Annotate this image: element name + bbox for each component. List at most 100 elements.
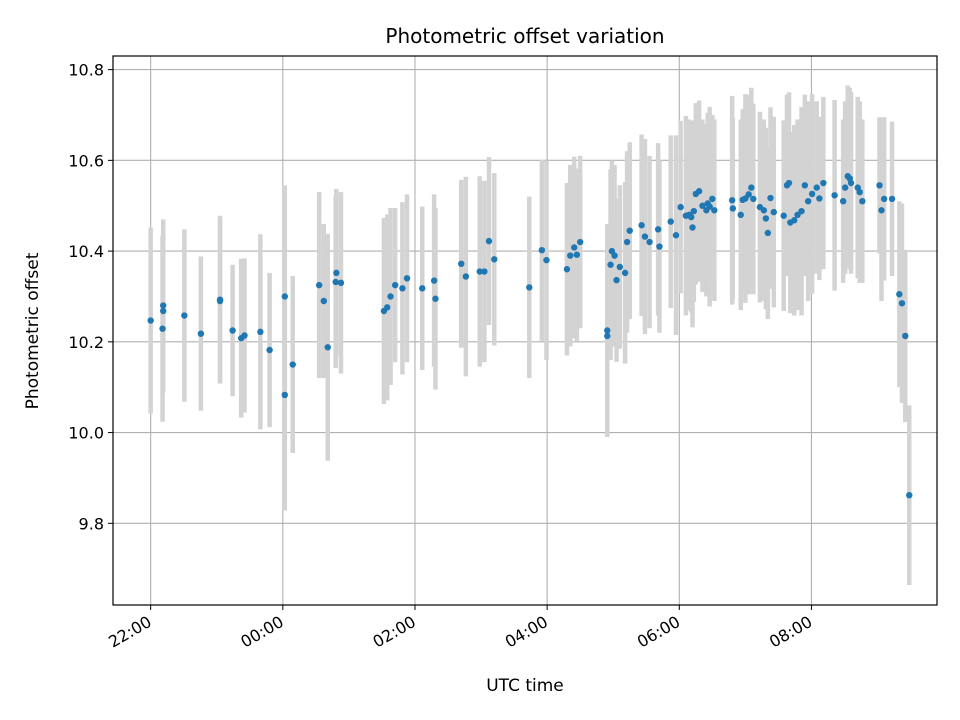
data-point <box>667 218 674 225</box>
data-point <box>859 197 866 205</box>
data-point <box>384 304 391 311</box>
data-point <box>831 192 838 199</box>
data-point <box>332 278 339 286</box>
data-point <box>808 190 816 198</box>
data-point <box>485 237 493 245</box>
data-point <box>576 238 584 246</box>
data-point <box>607 261 614 268</box>
x-tick-label: 22:00 <box>105 612 154 652</box>
data-point <box>677 203 684 211</box>
data-point <box>257 328 264 336</box>
data-point <box>839 197 847 205</box>
data-point <box>281 293 289 300</box>
data-point <box>281 391 289 399</box>
data-point <box>266 346 273 354</box>
data-point <box>621 269 629 277</box>
data-point <box>813 184 820 191</box>
data-point <box>387 293 394 300</box>
data-point <box>880 195 888 203</box>
data-point <box>419 285 426 292</box>
x-tick-label: 06:00 <box>634 612 683 652</box>
data-point <box>804 197 812 205</box>
data-point <box>902 332 909 340</box>
data-point <box>462 273 470 280</box>
data-point <box>613 276 620 284</box>
data-point <box>906 492 913 499</box>
data-point <box>760 207 768 214</box>
data-point <box>604 327 611 334</box>
x-tick-label: 00:00 <box>237 612 286 652</box>
y-tick-label: 10.4 <box>68 242 104 261</box>
data-points <box>147 173 913 499</box>
data-point <box>333 269 340 277</box>
data-point <box>791 217 798 224</box>
y-tick-label: 10.8 <box>68 61 104 80</box>
data-point <box>320 297 327 305</box>
data-point <box>563 266 571 273</box>
data-point <box>672 232 680 239</box>
data-point <box>748 184 755 191</box>
data-point <box>160 307 167 315</box>
data-point <box>762 215 770 222</box>
data-point <box>888 195 896 203</box>
data-point <box>399 285 406 292</box>
y-axis-label: Photometric offset <box>23 252 43 409</box>
data-point <box>571 244 578 251</box>
data-point <box>767 194 774 202</box>
data-point <box>616 263 624 271</box>
y-tick-label: 10.6 <box>68 151 104 170</box>
data-point <box>181 312 188 319</box>
data-point <box>229 327 236 334</box>
data-point <box>654 226 662 233</box>
data-point <box>737 211 744 219</box>
data-point <box>481 268 488 275</box>
data-point <box>611 252 618 259</box>
y-tick-label: 9.8 <box>79 514 104 533</box>
data-point <box>567 252 574 259</box>
data-point <box>241 332 248 339</box>
data-point <box>785 179 793 187</box>
data-point <box>430 277 438 284</box>
data-point <box>876 182 883 189</box>
x-tick-label: 04:00 <box>502 612 551 652</box>
data-point <box>403 275 411 282</box>
data-point <box>816 195 823 202</box>
data-point <box>573 251 581 258</box>
data-point <box>896 291 903 298</box>
data-point <box>878 207 885 214</box>
data-point <box>197 330 205 337</box>
data-point <box>847 179 855 187</box>
data-point <box>315 281 323 289</box>
data-point <box>709 195 716 203</box>
data-point <box>695 188 703 195</box>
x-tick-label: 08:00 <box>766 612 815 652</box>
data-point <box>538 246 546 254</box>
data-point <box>690 207 698 215</box>
data-point <box>337 279 345 287</box>
x-axis-label: UTC time <box>486 676 564 696</box>
data-point <box>623 238 631 246</box>
data-point <box>764 229 772 237</box>
data-point <box>159 325 166 332</box>
data-point <box>391 281 399 289</box>
data-point <box>147 317 154 324</box>
y-tick-label: 10.2 <box>68 333 104 352</box>
x-tick-label: 02:00 <box>370 612 419 652</box>
data-point <box>687 213 695 221</box>
data-point <box>638 222 645 229</box>
data-point <box>711 207 718 214</box>
data-point <box>543 256 550 264</box>
data-point <box>729 205 737 212</box>
chart-title: Photometric offset variation <box>385 24 664 48</box>
data-point <box>750 195 757 203</box>
y-tick-label: 10.0 <box>68 424 104 443</box>
data-point <box>841 184 849 191</box>
data-point <box>820 179 827 187</box>
data-point <box>491 256 498 263</box>
data-point <box>160 302 167 309</box>
data-point <box>476 268 483 275</box>
data-point <box>745 191 752 198</box>
data-point <box>656 243 663 250</box>
data-point <box>706 203 713 210</box>
